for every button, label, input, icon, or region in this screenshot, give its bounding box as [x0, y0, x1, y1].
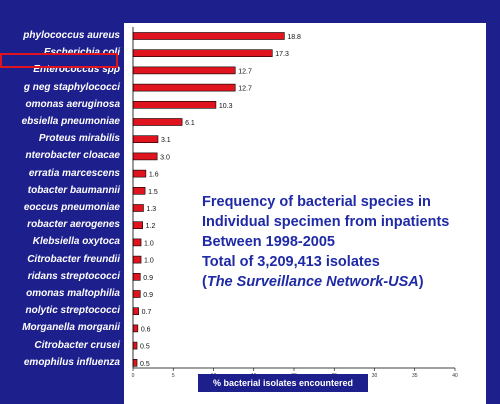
bar [132, 49, 273, 58]
bar-value-label: 1.3 [146, 206, 156, 213]
bar [132, 307, 139, 316]
bar-value-label: 0.6 [141, 326, 151, 333]
x-tick-label: 5 [172, 373, 175, 379]
category-label: nolytic streptococci [25, 305, 120, 317]
bar-value-label: 1.2 [146, 223, 156, 230]
category-label: Citrobacter crusei [34, 339, 120, 351]
category-label: Enterococcus spp [33, 64, 120, 76]
bar [132, 83, 236, 92]
x-axis-label: % bacterial isolates encountered [198, 374, 368, 392]
bar-chart: 18.8 17.3 12.7 12.7 10.3 6.1 3.1 3.0 1.6 1.5 1.3 1.… [132, 27, 458, 379]
chart-caption: Frequency of bacterial species in Indivi… [202, 192, 486, 292]
bar-value-label: 0.5 [140, 344, 150, 351]
category-label: phylococcus aureus [23, 30, 120, 41]
bar-value-label: 1.0 [144, 258, 154, 265]
bar-value-label: 3.0 [160, 154, 170, 161]
caption-line-1: Frequency of bacterial species in [202, 194, 431, 210]
bar [132, 204, 144, 212]
x-tick-label: 35 [412, 373, 418, 379]
category-label: Escherichia coli [43, 47, 120, 59]
bar [132, 221, 143, 229]
caption-line-5: (The Surveillance Network-USA) [202, 272, 486, 292]
bar-value-label: 1.5 [148, 189, 158, 196]
bar-value-label: 1.6 [149, 172, 159, 179]
x-tick-label: 40 [452, 373, 458, 379]
bar [132, 118, 183, 126]
category-label: g neg staphylococci [23, 81, 120, 93]
bar-value-label: 12.7 [238, 86, 252, 93]
bar-value-label: 0.9 [143, 275, 153, 282]
bar-value-label: 17.3 [275, 51, 289, 58]
category-label: ridans streptococci [27, 270, 120, 282]
bar-value-label: 0.9 [143, 292, 153, 299]
right-edge-band [486, 23, 500, 404]
bar [132, 135, 159, 143]
bar-value-label: 10.3 [219, 103, 233, 110]
caption-paren-close: ) [418, 274, 424, 290]
category-label: robacter aerogenes [27, 219, 120, 231]
bar [132, 273, 141, 281]
category-label: Klebsiella oxytoca [32, 236, 120, 248]
bar-value-label: 6.1 [185, 120, 195, 127]
caption-paren-open: ( [202, 274, 207, 290]
bar [132, 324, 139, 333]
category-labels: phylococcus aureus Escherichia coli Entero… [0, 23, 124, 404]
bar [132, 169, 147, 178]
bar [132, 290, 141, 298]
x-tick-label: 0 [132, 373, 135, 379]
category-label: omonas aeruginosa [25, 98, 120, 110]
top-banner [0, 0, 500, 23]
category-label: Citrobacter freundii [27, 253, 120, 265]
caption-line-4: Total of 3,209,413 isolates [202, 254, 380, 270]
bar-value-label: 3.1 [161, 137, 171, 144]
category-label: ebsiella pneumoniae [21, 116, 120, 127]
bar-value-label: 12.7 [238, 68, 252, 75]
bars-layer: 18.8 17.3 12.7 12.7 10.3 6.1 3.1 3.0 1.6 1.5 1.3 1.… [132, 32, 301, 368]
x-tick-label: 30 [372, 373, 378, 379]
category-label-panel: phylococcus aureus Escherichia coli Entero… [0, 23, 124, 404]
category-label: eoccus pneumoniae [23, 202, 120, 213]
category-label: Proteus mirabilis [38, 133, 120, 145]
category-label: nterobacter cloacae [25, 150, 121, 162]
bar [132, 358, 138, 367]
bar [132, 32, 285, 40]
bar [132, 255, 142, 264]
bar [132, 152, 158, 161]
bar [132, 66, 236, 75]
bar-value-label: 0.5 [140, 361, 150, 368]
category-label: omonas maltophilia [26, 288, 120, 299]
bar-value-label: 0.7 [142, 309, 152, 316]
bar [132, 341, 138, 350]
category-label: Morganella morganii [22, 322, 120, 334]
caption-line-2: Individual specimen from inpatients [202, 214, 450, 230]
bar [132, 101, 217, 109]
bar-value-label: 1.0 [144, 240, 154, 247]
bar [132, 238, 142, 247]
caption-source: The Surveillance Network-USA [206, 274, 419, 290]
category-label: erratia marcescens [28, 167, 120, 179]
bar-value-label: 18.8 [287, 34, 301, 41]
caption-line-3: Between 1998-2005 [202, 234, 335, 250]
category-label: emophilus influenza [23, 356, 120, 368]
category-label: tobacter baumannii [27, 184, 120, 196]
highlight-box [0, 53, 118, 68]
bar [132, 187, 146, 195]
